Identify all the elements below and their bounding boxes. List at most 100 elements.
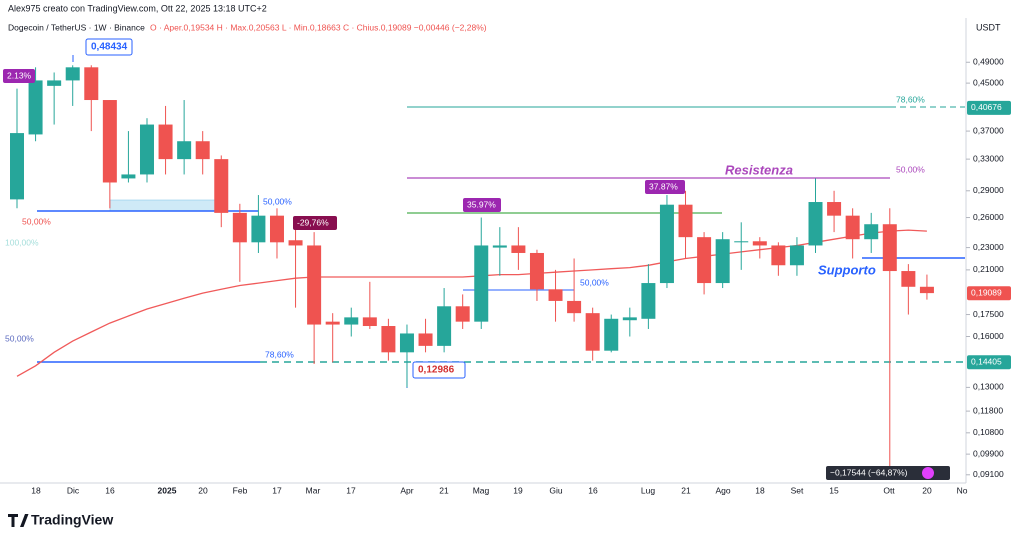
x-tick-label: 20	[922, 485, 932, 495]
annotation: 50,00%	[580, 277, 609, 287]
candle-body	[65, 67, 80, 81]
price-label: 0,14405	[971, 356, 1002, 366]
annotations: 0,48434 2.13% 50,00% 100,00% 50,00% 50,00% -29…	[3, 38, 950, 480]
x-tick-label: Dic	[67, 485, 80, 495]
x-tick-label: Apr	[400, 485, 413, 495]
annotation: Supporto	[818, 262, 876, 277]
annotation: 37.87%	[649, 181, 678, 191]
y-tick-label: 0,13000	[973, 382, 1004, 392]
candle-body	[195, 141, 210, 160]
candle-body	[901, 271, 916, 287]
candle-body	[529, 252, 544, 290]
x-tick-label: Mag	[473, 485, 490, 495]
annotation: 50,00%	[5, 333, 34, 343]
candle-body	[10, 133, 24, 200]
candle-body	[919, 286, 934, 294]
candle-body	[882, 224, 897, 272]
header: Alex975 creato con TradingView.com, Ott …	[8, 3, 267, 13]
candle-body	[307, 245, 322, 325]
x-tick-label: Ott	[883, 485, 895, 495]
candle-body	[641, 283, 656, 319]
logo: TradingView	[8, 512, 113, 528]
annotation: 100,00%	[5, 237, 39, 247]
x-tick-label: Ago	[715, 485, 730, 495]
logo-text: TradingView	[31, 512, 113, 528]
candle-body	[567, 300, 582, 314]
candle-body	[585, 313, 600, 351]
candle-body	[437, 306, 452, 346]
x-tick-label: 20	[198, 485, 208, 495]
candle-body	[827, 202, 842, 216]
candle-body	[455, 306, 470, 322]
x-tick-label: 2025	[158, 485, 177, 495]
price-label-box	[967, 286, 1011, 301]
candle-body	[399, 333, 414, 353]
annotation-box	[3, 69, 35, 83]
annotation-box	[85, 38, 133, 56]
plot: 0,49000 0,45000 0,37000 0,33000 0,29000 0,260…	[10, 57, 1011, 495]
x-tick-label: 15	[829, 485, 839, 495]
candle-body	[269, 215, 284, 243]
currency: USDT	[976, 22, 1001, 32]
candle-body	[84, 67, 99, 101]
x-tick-label: 17	[272, 485, 282, 495]
y-tick-label: 0,16000	[973, 331, 1004, 341]
candle-body	[344, 317, 359, 325]
ohlc: O · Aper.0,19534 H · Max.0,20563 L · Min…	[150, 22, 487, 32]
x-tick-label: 18	[755, 485, 765, 495]
price-label: 0,19089	[971, 288, 1002, 298]
x-tick-label: Feb	[233, 485, 248, 495]
candle-body	[214, 159, 229, 213]
candle-body	[102, 100, 117, 183]
x-tick-label: 19	[513, 485, 523, 495]
candle-body	[177, 141, 192, 160]
x-tick-label: Giu	[549, 485, 563, 495]
candle-body	[548, 289, 563, 301]
annotation: 0,12986	[418, 365, 455, 376]
x-tick-label: Set	[791, 485, 804, 495]
annotation: 35.97%	[467, 199, 496, 209]
candle-body	[604, 318, 619, 351]
y-tick-label: 0,21000	[973, 264, 1004, 274]
annotation: −0,17544 (−64,87%)	[830, 467, 908, 477]
candle-body	[864, 224, 879, 240]
candle-body	[678, 204, 693, 238]
candle-body	[715, 239, 730, 284]
x-tick-label: Lug	[641, 485, 655, 495]
candle-body	[734, 241, 749, 243]
annotation: 78,60%	[265, 349, 294, 359]
candle-body	[251, 215, 266, 243]
y-tick-label: 0,09900	[973, 448, 1004, 458]
candle-body	[28, 80, 43, 135]
symbol: Dogecoin / TetherUS · 1W · Binance	[8, 22, 145, 32]
candle-body	[158, 124, 173, 160]
candle-body	[362, 317, 377, 327]
candle-body	[622, 317, 637, 321]
y-tick-label: 0,23000	[973, 242, 1004, 252]
y-tick-label: 0,37000	[973, 125, 1004, 135]
x-tick-label: 18	[31, 485, 41, 495]
price-label-box	[967, 355, 1011, 370]
annotation: 50,00%	[263, 196, 292, 206]
x-tick-label: No	[957, 485, 968, 495]
annotation: 50,00%	[896, 164, 925, 174]
annotation: 2.13%	[7, 70, 32, 80]
annotation: Resistenza	[725, 162, 793, 177]
candle-body	[121, 174, 136, 179]
logo-icon	[8, 514, 29, 527]
price-label-box	[967, 100, 1011, 115]
x-tick-label: 21	[439, 485, 449, 495]
candle-body	[288, 240, 303, 246]
candle-body	[381, 326, 396, 353]
annotation: 50,00%	[22, 216, 51, 226]
x-tick-label: 21	[681, 485, 691, 495]
y-tick-label: 0,10800	[973, 427, 1004, 437]
x-tick-label: Mar	[306, 485, 321, 495]
x-tick-label: 16	[105, 485, 115, 495]
annotation-box	[463, 198, 501, 212]
x-tick-label: 16	[588, 485, 598, 495]
candle-body	[659, 204, 674, 284]
candle-body	[139, 124, 154, 175]
